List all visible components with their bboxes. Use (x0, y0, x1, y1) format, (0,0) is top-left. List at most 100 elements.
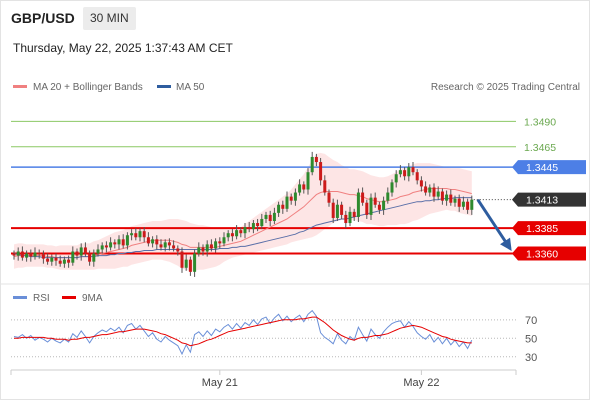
candle-body (67, 259, 71, 263)
candle-body (54, 257, 58, 261)
candle-body (113, 242, 117, 245)
rsi-tick-50: 50 (525, 333, 537, 345)
candle-body (201, 247, 205, 252)
candle-body (356, 192, 360, 217)
candle-body (327, 192, 331, 203)
candle-body (125, 235, 129, 246)
credit-text: Research © 2025 Trading Central (431, 82, 580, 93)
candle-body (222, 237, 226, 244)
price-box-1.3413 (512, 192, 586, 207)
price-label-1.3385: 1.3385 (526, 223, 558, 235)
candle-body (176, 248, 180, 252)
candle-body (293, 192, 297, 201)
rsi-ma-line (14, 316, 472, 347)
candle-body (109, 242, 113, 248)
candle-body (163, 242, 167, 248)
rsi-ma-legend-label: 9MA (82, 293, 103, 304)
candle-body (453, 198, 457, 203)
candle-body (390, 182, 394, 193)
candle-body (218, 241, 222, 244)
candle-body (394, 174, 398, 183)
candle-body (344, 214, 348, 224)
candle-body (314, 156, 318, 163)
candle-body (424, 186, 428, 193)
candle-body (272, 212, 276, 222)
price-label-1.3490: 1.3490 (524, 116, 556, 128)
candle-body (361, 192, 365, 203)
candle-body (130, 233, 134, 236)
candle-body (457, 198, 461, 207)
candle-body (172, 245, 176, 249)
candle-body (193, 253, 197, 272)
candle-body (235, 230, 239, 237)
rsi-legend-swatch (13, 296, 27, 299)
candle-body (184, 259, 188, 268)
candle-body (302, 184, 306, 190)
candle-body (373, 197, 377, 205)
candle-body (335, 204, 339, 218)
candle-body (142, 231, 146, 238)
candle-body (243, 227, 247, 234)
candle-body (281, 204, 285, 209)
candle-body (117, 239, 121, 245)
candle-body (205, 244, 209, 252)
rsi-legend-label: RSI (33, 293, 50, 304)
candle-body (33, 252, 37, 257)
candle-body (37, 252, 41, 255)
candle-body (180, 251, 184, 268)
candle-body (440, 191, 444, 201)
candle-body (138, 231, 142, 238)
candle-body (230, 233, 234, 237)
candle-body (75, 251, 79, 256)
price-label-1.3360: 1.3360 (526, 249, 558, 261)
candle-body (461, 201, 465, 207)
candle-body (277, 204, 281, 213)
candle-body (466, 201, 470, 210)
rsi-panel: 70 50 30 (11, 309, 537, 364)
candle-body (289, 196, 293, 201)
ma50-legend-swatch (157, 85, 171, 88)
axis-label: May 21 (202, 377, 238, 389)
candle-body (104, 245, 108, 248)
candle-body (415, 172, 419, 181)
projection-arrow (476, 198, 512, 250)
candle-body (226, 233, 230, 238)
candle-body (264, 214, 268, 219)
candle-body (12, 253, 16, 256)
candle-body (58, 260, 62, 264)
candle-body (398, 170, 402, 175)
candle-body (331, 202, 335, 218)
candle-body (25, 253, 29, 258)
candle-body (470, 199, 474, 210)
candle-body (146, 237, 150, 244)
candle-body (340, 204, 344, 215)
candle-body (92, 253, 96, 262)
candle-body (88, 253, 92, 262)
price-box-1.3445 (512, 160, 586, 175)
candle-body (100, 245, 104, 250)
price-box-1.3385 (512, 221, 586, 236)
candle-body (365, 202, 369, 215)
candle-body (209, 244, 213, 249)
candle-body (428, 187, 432, 193)
timeframe-badge[interactable]: 30 MIN (83, 7, 136, 30)
candle-body (436, 191, 440, 197)
candle-body (188, 259, 192, 272)
candle-body (352, 211, 356, 217)
candle-body (151, 239, 155, 244)
candle-body (369, 197, 373, 215)
candle-body (306, 172, 310, 190)
candle-body (348, 211, 352, 224)
candle-body (20, 251, 24, 258)
timestamp: Thursday, May 22, 2025 1:37:43 AM CET (13, 41, 233, 55)
candle-body (382, 200, 386, 210)
candle-body (251, 223, 255, 230)
candle-body (449, 194, 453, 203)
candle-body (268, 214, 272, 222)
rsi-ma-legend-swatch (62, 296, 76, 299)
candle-body (41, 254, 45, 259)
candle-body (155, 239, 159, 245)
candle-body (323, 180, 327, 193)
projection-arrowhead (500, 237, 512, 251)
